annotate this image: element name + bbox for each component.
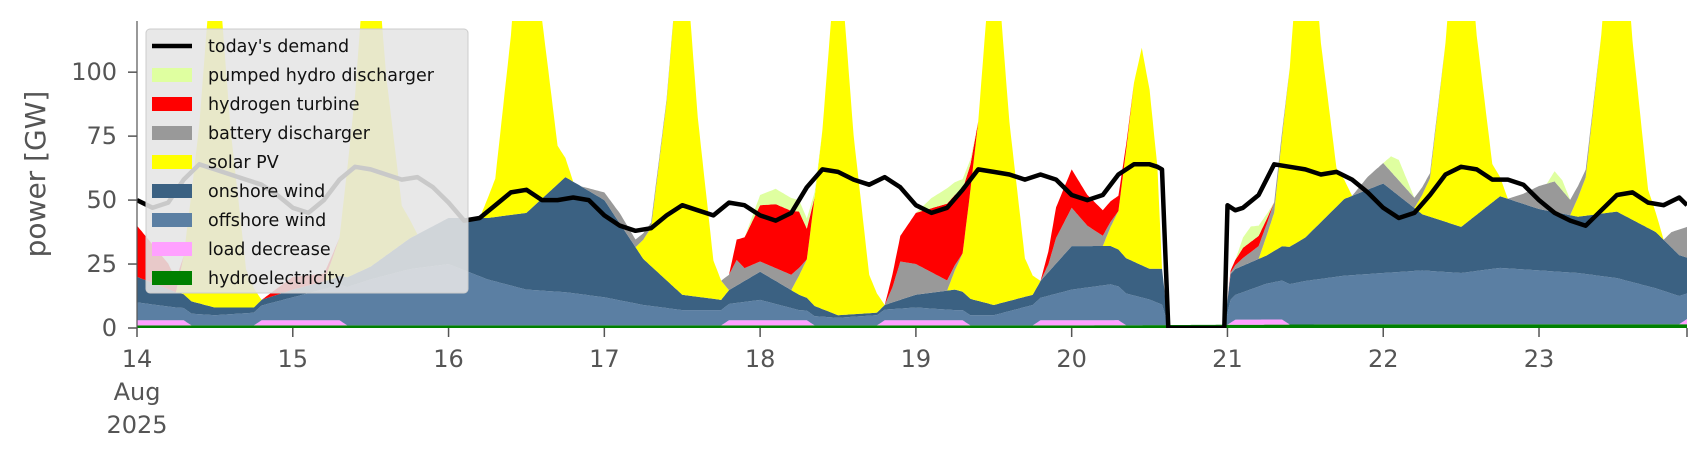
area-battery-discharger bbox=[137, 21, 1687, 325]
legend-swatch-offshore-wind bbox=[152, 213, 192, 227]
area-solar-pv bbox=[137, 21, 1687, 325]
y-tick-label: 75 bbox=[86, 122, 117, 150]
legend-label-hydroelectricity: hydroelectricity bbox=[208, 269, 345, 289]
x-tick-label: 14 bbox=[122, 345, 153, 373]
axes: power [GW] 0 25 50 75 100 14 Aug 2025 15 16 17 18 19… bbox=[19, 21, 1688, 439]
x-tick-label: 19 bbox=[901, 345, 932, 373]
y-tick-label: 50 bbox=[86, 186, 117, 214]
legend-label-onshore-wind: onshore wind bbox=[208, 182, 325, 202]
legend-label-pumped-hydro-discharger: pumped hydro discharger bbox=[208, 66, 435, 86]
stacked-areas bbox=[137, 21, 1687, 328]
legend-label-battery-discharger: battery discharger bbox=[208, 124, 371, 144]
legend-swatch-hydroelectricity bbox=[152, 271, 192, 285]
y-tick-label: 100 bbox=[71, 58, 117, 86]
area-hydroelectricity bbox=[137, 324, 1687, 328]
x-tick-label: 20 bbox=[1056, 345, 1087, 373]
legend-swatch-battery-discharger bbox=[152, 126, 192, 140]
legend-label-hydrogen-turbine: hydrogen turbine bbox=[208, 95, 360, 115]
x-tick-label: 16 bbox=[433, 345, 464, 373]
legend-swatch-hydrogen-turbine bbox=[152, 97, 192, 111]
x-tick-label: 2025 bbox=[106, 411, 167, 439]
x-tick-label: 15 bbox=[278, 345, 309, 373]
legend-swatch-onshore-wind bbox=[152, 184, 192, 198]
x-tick-label: 17 bbox=[589, 345, 620, 373]
legend-label-offshore-wind: offshore wind bbox=[208, 211, 326, 231]
area-load-decrease bbox=[137, 319, 1687, 326]
legend-swatch-pumped-hydro-discharger bbox=[152, 68, 192, 82]
legend-swatch-load-decrease bbox=[152, 242, 192, 256]
y-axis-label: power [GW] bbox=[19, 91, 52, 258]
legend: today's demand pumped hydro discharger hyd… bbox=[145, 28, 469, 294]
y-tick-label: 0 bbox=[102, 314, 117, 342]
x-tick-label: 23 bbox=[1524, 345, 1555, 373]
y-tick-label: 25 bbox=[86, 250, 117, 278]
area-onshore-wind bbox=[137, 177, 1687, 325]
legend-label-load-decrease: load decrease bbox=[208, 240, 331, 260]
x-tick-label: 22 bbox=[1368, 345, 1399, 373]
x-tick-label: 18 bbox=[745, 345, 776, 373]
legend-label-today-s-demand: today's demand bbox=[208, 37, 349, 57]
legend-label-solar-pv: solar PV bbox=[208, 153, 279, 173]
x-tick-label: Aug bbox=[114, 378, 161, 406]
legend-swatch-solar-pv bbox=[152, 155, 192, 169]
legend-box bbox=[145, 28, 469, 294]
area-offshore-wind bbox=[137, 264, 1687, 326]
x-tick-label: 21 bbox=[1212, 345, 1243, 373]
